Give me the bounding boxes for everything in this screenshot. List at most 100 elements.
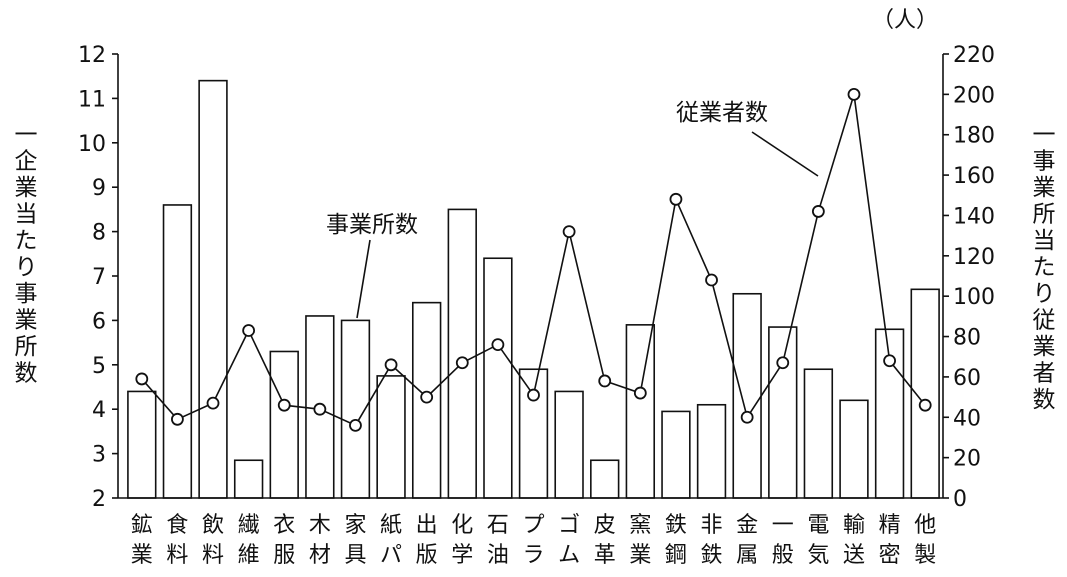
line-point — [277, 398, 291, 412]
right-axis-label-char: 者 — [1033, 361, 1056, 387]
category-label: 飲 — [202, 513, 224, 538]
line-point — [847, 87, 861, 101]
category-label: ラ — [522, 543, 544, 568]
right-axis-ticks: 0 20 40 60 80 100 120 140 160 180 200 220 — [943, 43, 995, 512]
bar — [768, 326, 798, 499]
bar — [732, 292, 762, 499]
right-axis-label-char: 従 — [1033, 308, 1056, 334]
left-axis-label-char: 当 — [15, 202, 38, 228]
bar — [198, 79, 228, 499]
left-axis-label-char: 一 — [15, 122, 38, 148]
line-point — [135, 372, 149, 386]
category-label: 気 — [807, 543, 829, 568]
right-axis-label-char: 所 — [1033, 202, 1056, 228]
category-label: 革 — [594, 543, 616, 568]
left-axis-label-char: 数 — [15, 361, 38, 387]
right-tick-label: 120 — [953, 245, 995, 270]
line-annotation-leader — [751, 131, 819, 177]
left-tick-label: 5 — [92, 354, 106, 379]
left-tick-label: 3 — [92, 443, 106, 468]
category-label: 食 — [166, 513, 188, 538]
category-label: 業 — [629, 543, 651, 568]
left-tick-label: 10 — [78, 132, 106, 157]
category-label: 化 — [451, 513, 473, 538]
bar-annotation: 事業所数 — [326, 212, 418, 319]
category-label: 家 — [344, 513, 366, 538]
category-label: 輸 — [843, 513, 865, 538]
line-point — [455, 356, 469, 370]
right-axis-label-char: 一 — [1033, 122, 1056, 148]
line-point — [206, 396, 220, 410]
category-label: 般 — [772, 543, 794, 568]
line-point — [420, 390, 434, 404]
right-tick-label: 180 — [953, 124, 995, 149]
category-label: 他 — [914, 513, 936, 538]
left-tick-label: 12 — [78, 43, 106, 68]
category-label: 維 — [238, 543, 260, 568]
category-label: 版 — [416, 543, 438, 568]
category-label: 料 — [166, 543, 188, 568]
category-label: ゴ — [558, 513, 580, 538]
category-label: 木 — [309, 513, 331, 538]
category-label: 具 — [344, 543, 366, 568]
category-label: 金 — [736, 513, 758, 538]
category-label: 繊 — [238, 513, 260, 538]
category-label: 密 — [879, 543, 901, 568]
left-tick-label: 11 — [78, 87, 106, 112]
line-point — [313, 402, 327, 416]
bar-annotation-text: 事業所数 — [326, 212, 418, 238]
bar — [518, 368, 549, 499]
line-point — [883, 354, 896, 368]
left-axis-label-char: 事 — [15, 281, 38, 307]
right-tick-label: 160 — [953, 164, 995, 189]
right-axis-label-char: 業 — [1033, 334, 1056, 360]
line-point — [598, 374, 612, 388]
left-axis-label-char: 業 — [15, 175, 38, 201]
category-label: プ — [522, 513, 544, 538]
left-tick-label: 8 — [92, 221, 106, 246]
category-label: 送 — [843, 543, 865, 568]
left-tick-label: 6 — [92, 309, 106, 334]
category-label: 製 — [914, 543, 936, 568]
category-label: 一 — [772, 513, 794, 538]
bar — [696, 403, 727, 499]
category-label: 出 — [416, 513, 438, 538]
right-tick-label: 0 — [953, 487, 967, 512]
line-point — [776, 356, 790, 370]
right-tick-label: 200 — [953, 83, 995, 108]
bar-series — [127, 79, 940, 499]
right-axis-label-char: 業 — [1033, 175, 1056, 201]
line-annotation: 従業者数 — [676, 100, 819, 177]
line-point — [242, 324, 256, 337]
bar — [376, 375, 406, 499]
right-axis-label-char: り — [1033, 281, 1056, 307]
category-labels: 鉱業食料飲料繊維衣服木材家具紙パ出版化学石油プラゴム皮革窯業鉄鋼非鉄金属一般電気… — [131, 513, 936, 568]
line-annotation-text: 従業者数 — [676, 100, 768, 126]
category-label: 鋼 — [665, 543, 687, 568]
bar — [839, 399, 869, 499]
left-tick-label: 2 — [92, 487, 106, 512]
right-tick-label: 40 — [953, 406, 981, 431]
category-label: 学 — [451, 543, 473, 568]
bar — [162, 204, 193, 499]
right-tick-label: 60 — [953, 366, 981, 391]
line-point — [384, 358, 398, 372]
line-point — [527, 388, 540, 402]
left-axis-label-char: 所 — [15, 334, 38, 360]
line-point — [705, 273, 718, 287]
right-tick-label: 20 — [953, 447, 981, 472]
line-point — [491, 338, 505, 352]
category-label: ム — [558, 543, 580, 568]
category-label: 材 — [309, 543, 331, 568]
left-axis-ticks: 2 3 4 5 6 7 8 9 10 11 12 — [78, 43, 118, 512]
category-label: 電 — [807, 513, 829, 538]
line-series — [135, 87, 932, 432]
category-label: 石 — [487, 513, 509, 538]
line-point — [918, 398, 932, 412]
right-axis-label-char: 当 — [1033, 228, 1056, 254]
line-point — [633, 386, 647, 400]
category-label: 業 — [131, 543, 153, 568]
bar — [269, 350, 299, 499]
